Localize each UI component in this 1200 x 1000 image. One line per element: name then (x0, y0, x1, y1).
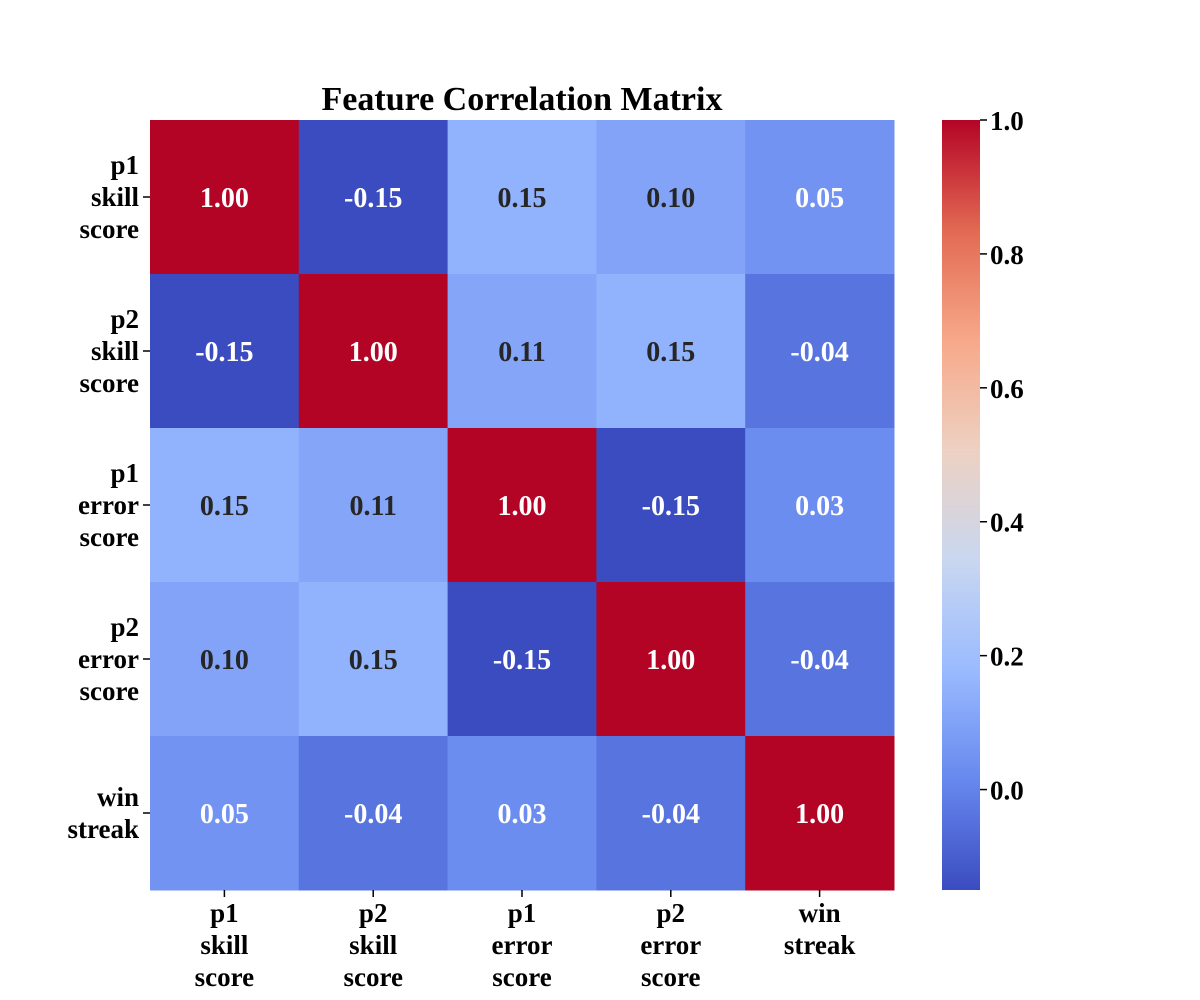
heatmap-cell-0-2 (447, 120, 597, 275)
cell-value-label-2-4: 0.03 (795, 491, 844, 522)
x-tick-label-3: p2 error score (640, 898, 701, 992)
colorbar-tick-label-3: 0.6 (990, 374, 1024, 404)
x-tick-label-2: p1 error score (492, 898, 553, 992)
cell-value-label-0-1: -0.15 (344, 183, 402, 214)
heatmap-cell-2-2 (447, 428, 597, 583)
heatmap-cell-0-3 (596, 120, 746, 275)
cell-value-label-4-1: -0.04 (344, 799, 402, 830)
cell-value-label-2-0: 0.15 (200, 491, 249, 522)
heatmap-cell-4-2 (447, 736, 597, 891)
heatmap-cell-2-3 (596, 428, 746, 583)
cell-value-label-0-2: 0.15 (498, 183, 547, 214)
y-tick-label-4: win streak (68, 782, 140, 844)
heatmap-cell-4-1 (298, 736, 449, 891)
cell-value-label-1-1: 1.00 (349, 337, 398, 368)
cell-value-label-1-4: -0.04 (790, 337, 848, 368)
heatmap-cell-3-0 (150, 582, 300, 737)
heatmap-cells: 1.00 -0.15 0.15 0.10 0.05 -0.15 1.00 0.11 0.15 -0… (150, 120, 895, 891)
heatmap-cell-3-4 (745, 582, 895, 737)
heatmap-cell-1-0 (150, 274, 300, 429)
cell-value-label-2-3: -0.15 (642, 491, 700, 522)
y-tick-label-0: p1 skill score (80, 150, 140, 244)
heatmap-cell-3-2 (447, 582, 597, 737)
x-tick-label-4: win streak (784, 898, 856, 960)
cell-value-label-3-1: 0.15 (349, 645, 398, 676)
cell-value-label-4-0: 0.05 (200, 799, 249, 830)
heatmap-cell-3-3 (596, 582, 746, 737)
cell-value-label-1-0: -0.15 (195, 337, 253, 368)
cell-value-label-0-4: 0.05 (795, 183, 844, 214)
heatmap-cell-1-3 (596, 274, 746, 429)
heatmap-cell-0-1 (298, 120, 449, 275)
heatmap-cell-0-0 (150, 120, 300, 275)
cell-value-label-3-0: 0.10 (200, 645, 249, 676)
x-axis: p1 skill score p2 skill score p1 error score p2 er… (195, 890, 856, 992)
heatmap-cell-3-1 (298, 582, 449, 737)
colorbar-tick-label-5: 1.0 (990, 106, 1024, 136)
chart-title: Feature Correlation Matrix (322, 81, 723, 118)
colorbar: 0.0 0.2 0.4 0.6 0.8 1.0 (942, 106, 1024, 890)
colorbar-gradient (942, 120, 980, 890)
cell-value-label-3-3: 1.00 (646, 645, 695, 676)
heatmap-cell-1-1 (298, 274, 449, 429)
heatmap-cell-1-4 (745, 274, 895, 429)
colorbar-tick-label-1: 0.2 (990, 642, 1024, 672)
cell-value-label-3-2: -0.15 (493, 645, 551, 676)
y-tick-label-3: p2 error score (78, 612, 139, 706)
y-axis: p1 skill score p2 skill score p1 error score p2 er… (68, 150, 150, 844)
cell-value-label-4-4: 1.00 (795, 799, 844, 830)
cell-value-label-2-2: 1.00 (498, 491, 547, 522)
y-tick-label-1: p2 skill score (80, 304, 140, 398)
heatmap-cell-2-0 (150, 428, 300, 583)
y-tick-label-2: p1 error score (78, 458, 139, 552)
heatmap-cell-2-1 (298, 428, 449, 583)
cell-value-label-1-3: 0.15 (646, 337, 695, 368)
cell-value-label-0-0: 1.00 (200, 183, 249, 214)
cell-value-label-0-3: 0.10 (646, 183, 695, 214)
x-tick-label-1: p2 skill score (343, 898, 402, 992)
cell-value-label-3-4: -0.04 (790, 645, 848, 676)
heatmap-cell-1-2 (447, 274, 597, 429)
cell-value-label-4-3: -0.04 (642, 799, 700, 830)
heatmap-cell-4-4 (745, 736, 895, 891)
colorbar-tick-label-4: 0.8 (990, 240, 1024, 270)
colorbar-tick-label-2: 0.4 (990, 508, 1024, 538)
cell-value-label-2-1: 0.11 (349, 491, 396, 522)
cell-value-label-4-2: 0.03 (498, 799, 547, 830)
colorbar-tick-label-0: 0.0 (990, 776, 1024, 806)
heatmap-cell-4-3 (596, 736, 746, 891)
heatmap-cell-2-4 (745, 428, 895, 583)
cell-value-label-1-2: 0.11 (498, 337, 545, 368)
x-tick-label-0: p1 skill score (195, 898, 254, 992)
heatmap-cell-0-4 (745, 120, 895, 275)
heatmap-cell-4-0 (150, 736, 300, 891)
